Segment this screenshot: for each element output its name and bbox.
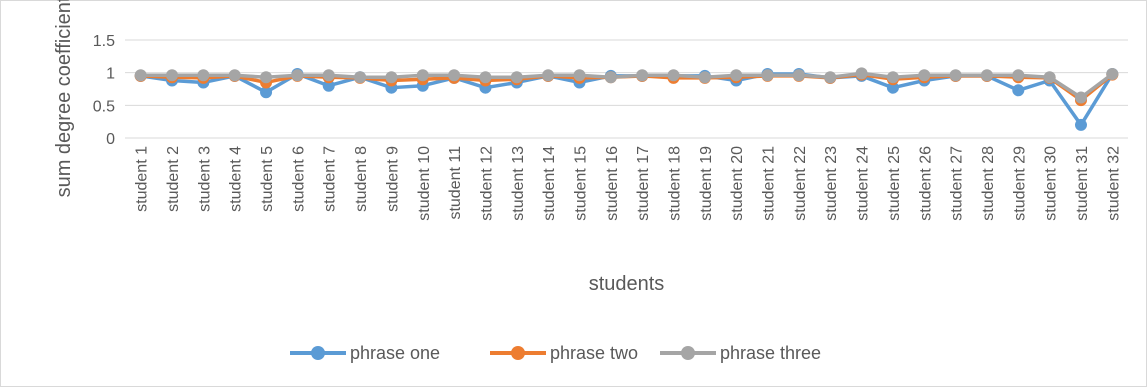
series-phrase-three	[134, 67, 1119, 104]
x-tick-label: student 12	[478, 146, 495, 221]
legend: phrase one phrase two phrase three	[290, 343, 821, 363]
data-point	[698, 71, 711, 84]
data-point	[228, 69, 241, 82]
legend-label: phrase two	[550, 343, 638, 363]
data-point	[166, 69, 179, 82]
x-tick-label: student 15	[572, 146, 589, 221]
data-point	[636, 69, 649, 82]
data-point	[1106, 67, 1119, 80]
x-tick-label: student 4	[228, 146, 245, 212]
data-point	[542, 69, 555, 82]
legend-entry: phrase one	[290, 343, 440, 363]
y-tick-label: 1.5	[93, 33, 115, 50]
data-point	[354, 71, 367, 84]
legend-entry: phrase three	[660, 343, 821, 363]
data-point	[761, 69, 774, 82]
x-tick-label: student 5	[259, 146, 276, 212]
data-point	[416, 69, 429, 82]
x-tick-label: student 6	[290, 146, 307, 212]
series-line	[140, 72, 1114, 127]
x-tick-label: student 17	[635, 146, 652, 221]
x-tick-label: student 18	[667, 146, 684, 221]
x-axis-ticks: student 1 student 2 student 3 student 4 stud…	[134, 146, 1123, 221]
x-tick-label: student 7	[322, 146, 339, 212]
x-tick-label: student 25	[886, 146, 903, 221]
x-tick-label: student 30	[1043, 146, 1060, 221]
legend-marker	[511, 346, 525, 360]
x-tick-label: student 32	[1105, 146, 1122, 221]
x-tick-label: student 8	[353, 146, 370, 212]
data-point	[510, 71, 523, 84]
y-tick-label: 1	[106, 66, 115, 83]
x-tick-label: student 20	[729, 146, 746, 221]
series-line	[140, 71, 1114, 100]
data-point	[1012, 84, 1025, 97]
x-tick-label: student 13	[510, 146, 527, 221]
data-point	[949, 69, 962, 82]
y-tick-label: 0	[106, 131, 115, 148]
x-tick-label: student 24	[855, 146, 872, 221]
data-point	[291, 69, 304, 82]
data-point	[573, 69, 586, 82]
data-point	[1012, 69, 1025, 82]
data-point	[886, 71, 899, 84]
x-tick-label: student 14	[541, 146, 558, 221]
data-point	[1074, 91, 1087, 104]
data-point	[322, 79, 335, 92]
data-point	[197, 69, 210, 82]
x-tick-label: student 9	[384, 146, 401, 212]
data-point	[886, 81, 899, 94]
x-tick-label: student 31	[1074, 146, 1091, 221]
x-tick-label: student 29	[1011, 146, 1028, 221]
y-axis-ticks: 0 0.5 1 1.5	[93, 33, 115, 148]
y-tick-label: 0.5	[93, 98, 115, 115]
legend-marker	[311, 346, 325, 360]
y-axis-title: sum degree coefficients	[53, 0, 75, 197]
data-point	[260, 86, 273, 99]
x-axis-title: students	[589, 273, 665, 295]
x-tick-label: student 3	[196, 146, 213, 212]
data-point	[448, 69, 461, 82]
legend-marker	[681, 346, 695, 360]
data-point	[385, 71, 398, 84]
x-tick-label: student 27	[949, 146, 966, 221]
data-point	[980, 69, 993, 82]
x-tick-label: student 16	[604, 146, 621, 221]
x-tick-label: student 2	[165, 146, 182, 212]
data-point	[134, 69, 147, 82]
x-tick-label: student 28	[980, 146, 997, 221]
x-tick-label: student 26	[917, 146, 934, 221]
data-point	[824, 71, 837, 84]
legend-label: phrase one	[350, 343, 440, 363]
data-point	[479, 71, 492, 84]
data-point	[918, 69, 931, 82]
x-tick-label: student 11	[447, 146, 464, 220]
data-point	[730, 69, 743, 82]
x-tick-label: student 1	[134, 146, 151, 212]
series-layer	[134, 67, 1119, 131]
data-point	[1074, 118, 1087, 131]
gridlines	[125, 39, 1128, 106]
data-point	[260, 71, 273, 84]
x-tick-label: student 21	[761, 146, 778, 221]
x-tick-label: student 19	[698, 146, 715, 221]
x-tick-label: student 23	[823, 146, 840, 221]
legend-entry: phrase two	[490, 343, 638, 363]
series-line	[140, 72, 1114, 102]
data-point	[322, 69, 335, 82]
data-point	[604, 71, 617, 84]
data-point	[792, 69, 805, 82]
legend-label: phrase three	[720, 343, 821, 363]
x-tick-label: student 10	[416, 146, 433, 221]
data-point	[667, 69, 680, 82]
data-point	[1043, 71, 1056, 84]
x-tick-label: student 22	[792, 146, 809, 221]
data-point	[855, 67, 868, 80]
